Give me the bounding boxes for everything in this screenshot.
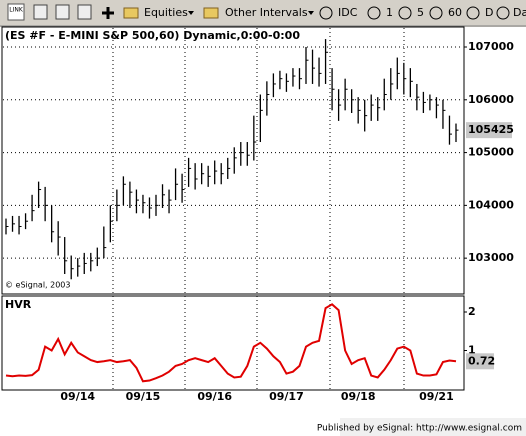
x-tick-label: 09/16 [197, 390, 232, 403]
toolbar-item[interactable]: IDC [338, 6, 358, 19]
last-price-label: 105425 [468, 123, 514, 136]
footer-strip [340, 418, 526, 436]
icon-button[interactable] [77, 4, 92, 20]
x-tick-label: 09/14 [60, 390, 95, 403]
toolbar-item[interactable]: Equities [144, 6, 188, 19]
y-tick-label: 1 [468, 344, 476, 357]
circle-icon[interactable] [496, 6, 510, 20]
panel-title: HVR [5, 298, 32, 311]
x-tick-label: 09/21 [419, 390, 454, 403]
x-tick-label: 09/15 [126, 390, 161, 403]
chart-background [0, 27, 526, 436]
circle-icon[interactable] [367, 6, 381, 20]
last-value-label: 0.72 [468, 354, 495, 367]
circle-icon[interactable] [466, 6, 480, 20]
dropdown-arrow[interactable] [188, 11, 194, 15]
toolbar-item[interactable]: 60 [448, 6, 462, 19]
x-tick-label: 09/18 [341, 390, 376, 403]
last-price-box [466, 122, 512, 139]
toolbar-item[interactable]: Other Intervals [225, 6, 308, 19]
last-value-box [466, 353, 494, 370]
circle-icon[interactable] [319, 6, 333, 20]
price-panel [1, 26, 465, 295]
folder-icon[interactable] [123, 7, 139, 19]
toolbar-item[interactable]: 1 [386, 6, 393, 19]
circle-icon[interactable] [398, 6, 412, 20]
hvr-panel [1, 295, 465, 391]
x-tick-label: 09/17 [269, 390, 304, 403]
hvr-line [5, 303, 457, 383]
copyright: © eSignal, 2003 [5, 281, 70, 290]
y-tick-label: 104000 [468, 198, 514, 211]
chart-title: (ES #F - E-MINI S&P 500,60) Dynamic,0:00… [5, 29, 300, 42]
link-label: LINK [9, 7, 24, 14]
icon-button[interactable] [55, 4, 70, 20]
y-tick-label: 106000 [468, 93, 514, 106]
dropdown-arrow[interactable] [308, 11, 314, 15]
y-tick-label: 105000 [468, 146, 514, 159]
toolbar-item[interactable]: 5 [417, 6, 424, 19]
icon-button[interactable] [33, 4, 48, 20]
y-tick-label: 103000 [468, 251, 514, 264]
y-tick-label: 2 [468, 305, 476, 318]
toolbar-item[interactable]: D [485, 6, 493, 19]
footer: Published by eSignal: http://www.esignal… [317, 424, 522, 434]
add-button[interactable] [102, 7, 114, 19]
circle-icon[interactable] [429, 6, 443, 20]
toolbar-item[interactable]: Dai [513, 6, 526, 19]
folder-icon[interactable] [203, 7, 219, 19]
link-button[interactable] [7, 3, 25, 21]
y-tick-label: 107000 [468, 40, 514, 53]
